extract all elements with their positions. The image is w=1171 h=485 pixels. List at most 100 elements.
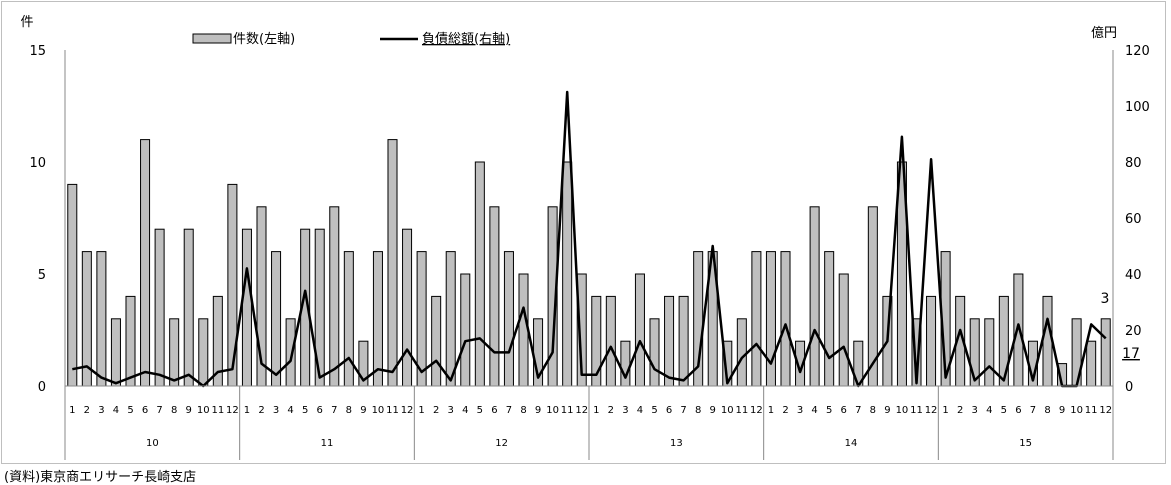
bar xyxy=(140,139,151,387)
legend-bar-swatch xyxy=(192,33,232,44)
bar xyxy=(620,340,631,387)
x-month-label: 9 xyxy=(884,405,890,416)
x-month-label: 6 xyxy=(317,405,323,416)
x-month-label: 2 xyxy=(84,405,90,416)
x-year-label: 14 xyxy=(845,438,858,449)
x-month-label: 10 xyxy=(197,405,210,416)
x-month-label: 1 xyxy=(418,405,424,416)
x-month-label: 11 xyxy=(386,405,399,416)
y-right-tick-label: 80 xyxy=(1125,156,1142,171)
bar xyxy=(926,295,937,387)
x-month-label: 12 xyxy=(1099,405,1112,416)
bar xyxy=(431,295,442,387)
x-month-label: 4 xyxy=(637,405,643,416)
y-right-tick-label: 100 xyxy=(1125,100,1150,115)
bar xyxy=(125,295,136,387)
bar xyxy=(518,273,529,387)
bar xyxy=(678,295,689,387)
legend-line-label: 負債総額(右軸) xyxy=(422,32,510,47)
x-month-label: 8 xyxy=(520,405,526,416)
x-month-label: 4 xyxy=(462,405,468,416)
bar xyxy=(387,139,398,387)
bar xyxy=(154,228,165,387)
x-month-label: 7 xyxy=(855,405,861,416)
x-month-label: 3 xyxy=(797,405,803,416)
x-month-label: 1 xyxy=(69,405,75,416)
bar xyxy=(634,273,645,387)
debt-total-line xyxy=(72,90,1107,388)
x-month-label: 12 xyxy=(925,405,938,416)
bar xyxy=(765,251,776,387)
bar xyxy=(474,161,485,387)
x-month-label: 7 xyxy=(680,405,686,416)
bar xyxy=(1100,318,1111,387)
x-month-label: 3 xyxy=(273,405,279,416)
x-month-label: 10 xyxy=(1070,405,1083,416)
x-month-label: 5 xyxy=(651,405,657,416)
x-month-label: 10 xyxy=(896,405,909,416)
x-month-label: 10 xyxy=(721,405,734,416)
x-month-label: 12 xyxy=(750,405,763,416)
bar xyxy=(649,318,660,387)
x-year-label: 12 xyxy=(495,438,508,449)
x-month-label: 11 xyxy=(211,405,224,416)
x-month-label: 5 xyxy=(127,405,133,416)
x-month-label: 10 xyxy=(546,405,559,416)
x-year-label: 13 xyxy=(670,438,683,449)
x-month-label: 6 xyxy=(142,405,148,416)
x-month-label: 4 xyxy=(113,405,119,416)
y-left-tick-label: 5 xyxy=(38,268,46,283)
x-month-label: 9 xyxy=(360,405,366,416)
bar xyxy=(1013,273,1024,387)
x-month-label: 9 xyxy=(1059,405,1065,416)
x-month-label: 4 xyxy=(287,405,293,416)
x-month-label: 2 xyxy=(957,405,963,416)
y-right-tick-label: 40 xyxy=(1125,268,1142,283)
x-month-label: 8 xyxy=(346,405,352,416)
bar xyxy=(67,183,78,387)
x-month-label: 12 xyxy=(226,405,239,416)
x-month-label: 6 xyxy=(1015,405,1021,416)
bar xyxy=(809,206,820,387)
y-right-axis-label: 億円 xyxy=(1091,25,1117,41)
y-right-tick-label: 0 xyxy=(1125,380,1133,395)
bar xyxy=(780,251,791,387)
x-month-label: 12 xyxy=(401,405,414,416)
bar xyxy=(838,273,849,387)
x-month-label: 3 xyxy=(98,405,104,416)
x-month-label: 2 xyxy=(608,405,614,416)
x-month-label: 12 xyxy=(575,405,588,416)
x-month-label: 6 xyxy=(666,405,672,416)
x-month-label: 3 xyxy=(448,405,454,416)
bar xyxy=(460,273,471,387)
bar xyxy=(169,318,180,387)
x-month-label: 6 xyxy=(491,405,497,416)
x-month-label: 9 xyxy=(535,405,541,416)
legend-bar-label: 件数(左軸) xyxy=(233,32,295,47)
x-month-label: 8 xyxy=(870,405,876,416)
x-month-label: 8 xyxy=(171,405,177,416)
annotation-last-count: 3 xyxy=(1101,291,1110,307)
bar xyxy=(198,318,209,387)
x-month-label: 7 xyxy=(1030,405,1036,416)
x-month-label: 6 xyxy=(841,405,847,416)
bar xyxy=(372,251,383,387)
bar xyxy=(183,228,194,387)
source-note: (資料)東京商エリサーチ長崎支店 xyxy=(4,470,197,485)
bar xyxy=(110,318,121,387)
bar xyxy=(664,295,675,387)
bar xyxy=(824,251,835,387)
y-right-tick-label: 60 xyxy=(1125,212,1142,227)
bar xyxy=(445,251,456,387)
x-month-label: 4 xyxy=(986,405,992,416)
bar xyxy=(241,228,252,387)
x-month-label: 1 xyxy=(244,405,250,416)
x-month-label: 10 xyxy=(372,405,385,416)
bar xyxy=(489,206,500,387)
bar xyxy=(96,251,107,387)
bar xyxy=(736,318,747,387)
x-month-label: 11 xyxy=(561,405,574,416)
bar xyxy=(1086,340,1097,387)
x-month-label: 7 xyxy=(506,405,512,416)
